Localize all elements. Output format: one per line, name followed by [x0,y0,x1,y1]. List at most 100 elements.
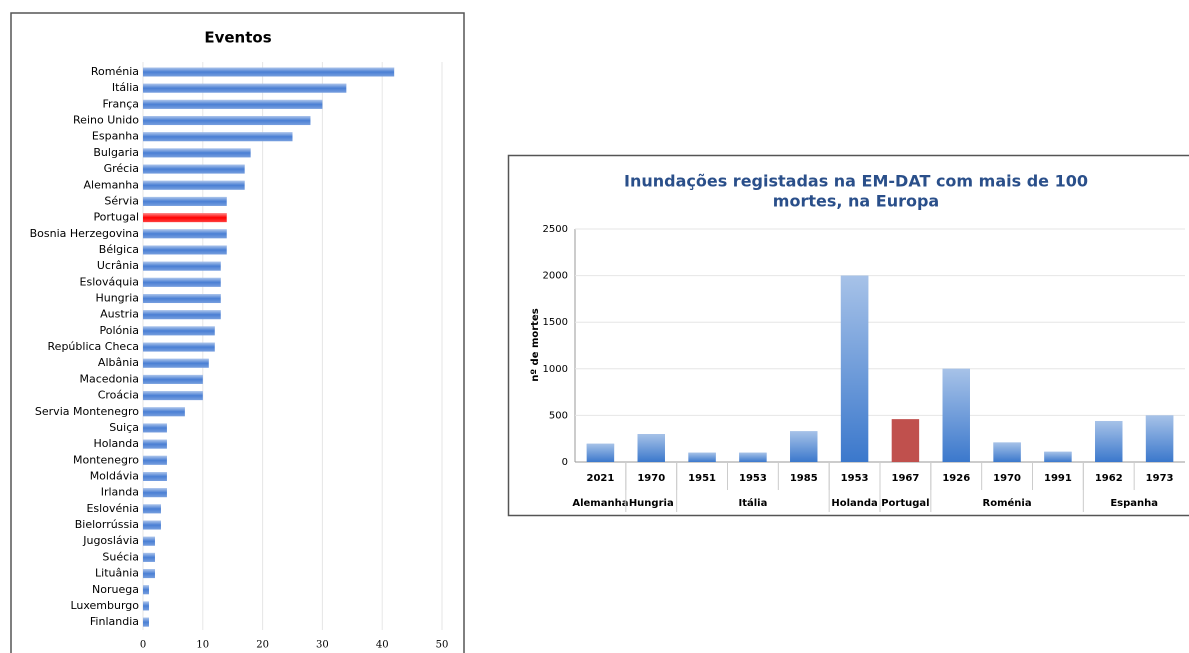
y-tick-label: Finlandia [90,615,139,628]
group-label: Roménia [983,497,1032,509]
y-tick-label: Itália [112,81,139,94]
bar-shine [143,148,251,158]
bar-shine [586,443,615,462]
bar-shine [143,504,161,514]
bar-shine [143,617,149,627]
group-label: Alemanha [572,498,628,509]
x-tick-label: 30 [316,640,329,651]
y-tick-label: Eslováquia [80,275,139,288]
bar-shine [143,552,155,562]
bar-shine [143,196,227,206]
bar-shine [993,442,1021,462]
bar-shine [143,439,167,449]
bar-shine [143,423,167,433]
bar-shine [143,472,167,481]
x-tick-label: 1962 [1095,473,1123,484]
group-label: Portugal [881,498,929,509]
bar-shine [143,310,221,320]
bar-shine [840,275,869,462]
bar-shine [1044,451,1072,462]
y-tick-label: Roménia [91,65,139,78]
x-tick-label: 40 [376,640,389,651]
y-tick-label: Noruega [92,583,139,596]
y-axis-label: nº de mortes [530,308,541,381]
x-tick-label: 1951 [688,473,716,484]
y-tick-label: Jugoslávia [82,534,139,547]
bar-shine [143,585,149,595]
y-tick-label: Grécia [104,162,139,175]
x-tick-label: 10 [196,640,209,651]
y-tick-label: 1000 [543,364,568,375]
y-tick-label: 2000 [543,271,568,282]
x-tick-label: 1970 [993,473,1021,484]
y-tick-label: Albânia [98,356,139,369]
bar-shine [143,277,221,287]
y-tick-label: Reino Unido [73,114,139,127]
bar-shine [143,391,203,401]
group-label: Holanda [831,498,877,509]
bar-shine [143,229,227,239]
y-tick-label: Suiça [109,421,139,434]
y-tick-label: Hungria [95,292,139,305]
y-tick-label: 2500 [543,224,568,235]
y-tick-label: Alemanha [84,178,140,191]
bar-shine [143,326,215,336]
x-tick-label: 20 [256,640,269,651]
y-tick-label: 0 [562,457,568,468]
x-tick-label: 0 [140,640,146,651]
bar-shine [143,132,293,142]
bar-shine [143,407,185,417]
y-tick-label: Austria [100,308,139,321]
chart-title: Eventos [204,29,271,47]
chart-title: Inundações registadas na EM-DAT com mais… [624,172,1088,191]
y-tick-label: Espanha [92,130,139,143]
y-tick-label: República Checa [48,340,139,353]
y-tick-label: Lituânia [95,567,139,580]
bar-shine [739,452,767,462]
bar-shine [143,213,227,223]
group-label: Espanha [1110,498,1158,509]
y-tick-label: Eslovénia [86,502,139,515]
bar-shine [143,488,167,498]
x-tick-label: 1953 [739,473,767,484]
y-tick-label: Servia Montenegro [35,405,139,418]
y-tick-label: Sérvia [104,194,139,207]
bar-shine [143,245,227,255]
bar-shine [143,569,155,579]
bar-shine [143,601,149,611]
bar-shine [143,261,221,271]
bar-shine [1095,420,1123,462]
y-tick-label: Polónia [99,324,139,337]
bar-shine [688,452,716,462]
y-tick-label: Bielorrússia [75,518,139,531]
y-tick-label: Bosnia Herzegovina [30,227,139,240]
y-tick-label: Suécia [102,550,139,563]
bar-shine [143,99,323,109]
x-tick-label: 1967 [891,473,919,484]
y-tick-label: Holanda [94,437,140,450]
bar-shine [143,67,395,77]
x-tick-label: 1953 [841,473,869,484]
y-tick-label: França [102,97,139,110]
y-tick-label: Moldávia [90,470,139,483]
chart-frame [10,12,465,653]
y-tick-label: Macedonia [79,372,139,385]
bar [891,419,920,462]
x-tick-label: 1926 [942,473,970,484]
chart-title: mortes, na Europa [773,192,939,211]
bar-shine [143,358,209,368]
bar-shine [143,536,155,546]
bar-shine [143,294,221,304]
x-tick-label: 1970 [637,473,665,484]
y-tick-label: Bélgica [99,243,139,256]
y-tick-label: Luxemburgo [70,599,139,612]
y-tick-label: Portugal [93,211,139,224]
bar-shine [143,116,311,126]
bar-shine [143,342,215,352]
x-tick-label: 2021 [586,473,614,484]
y-tick-label: Croácia [98,389,139,402]
x-tick-label: 1991 [1044,473,1072,484]
x-tick-label: 1985 [790,473,818,484]
bar-shine [143,455,167,465]
bar-shine [637,434,665,462]
